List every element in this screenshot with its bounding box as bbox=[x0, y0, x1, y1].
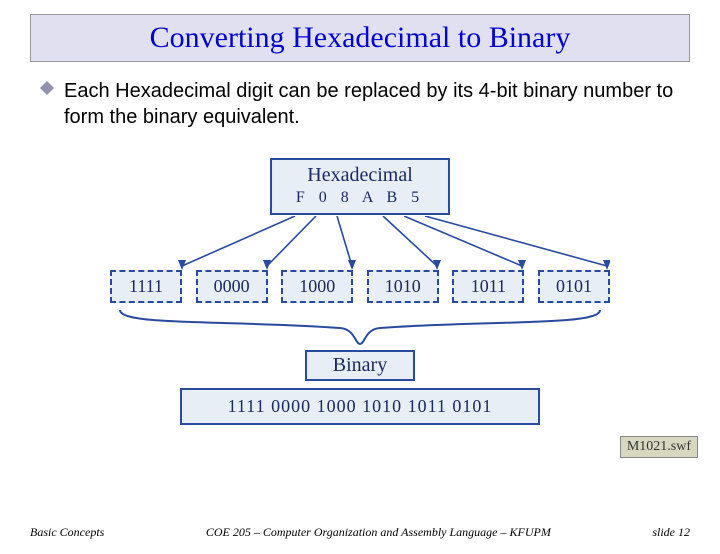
slide-title-band: Converting Hexadecimal to Binary bbox=[30, 14, 690, 62]
binary-value: 1111 0000 1000 1010 1011 0101 bbox=[228, 396, 493, 416]
conversion-diagram: Hexadecimal F 0 8 A B 5 1111 0000 1000 1010… bbox=[110, 158, 610, 448]
binary-label-box: Binary bbox=[305, 350, 415, 381]
hexadecimal-value: F 0 8 A B 5 bbox=[272, 189, 448, 207]
flash-file-watermark: M1021.swf bbox=[620, 436, 698, 458]
bullet-row: Each Hexadecimal digit can be replaced b… bbox=[40, 78, 680, 130]
footer-left: Basic Concepts bbox=[30, 525, 104, 540]
watermark-text: M1021.swf bbox=[627, 439, 691, 454]
slide-title: Converting Hexadecimal to Binary bbox=[150, 21, 571, 54]
bit-box-1: 0000 bbox=[196, 270, 268, 303]
fanout-arrows bbox=[110, 216, 610, 276]
binary-label: Binary bbox=[333, 354, 387, 376]
bit-box-5: 0101 bbox=[538, 270, 610, 303]
bit-box-2: 1000 bbox=[281, 270, 353, 303]
bit-box-0: 1111 bbox=[110, 270, 182, 303]
slide-footer: Basic Concepts COE 205 – Computer Organi… bbox=[0, 525, 720, 540]
footer-center: COE 205 – Computer Organization and Asse… bbox=[206, 525, 551, 540]
bit-boxes-row: 1111 0000 1000 1010 1011 0101 bbox=[110, 270, 610, 303]
bullet-text: Each Hexadecimal digit can be replaced b… bbox=[64, 78, 680, 130]
bit-box-3: 1010 bbox=[367, 270, 439, 303]
binary-value-box: 1111 0000 1000 1010 1011 0101 bbox=[180, 388, 540, 425]
footer-right: slide 12 bbox=[652, 525, 690, 540]
diamond-bullet-icon bbox=[40, 74, 54, 88]
curly-brace bbox=[110, 306, 610, 348]
bit-box-4: 1011 bbox=[452, 270, 524, 303]
hexadecimal-box: Hexadecimal F 0 8 A B 5 bbox=[270, 158, 450, 215]
hexadecimal-label: Hexadecimal bbox=[272, 164, 448, 187]
